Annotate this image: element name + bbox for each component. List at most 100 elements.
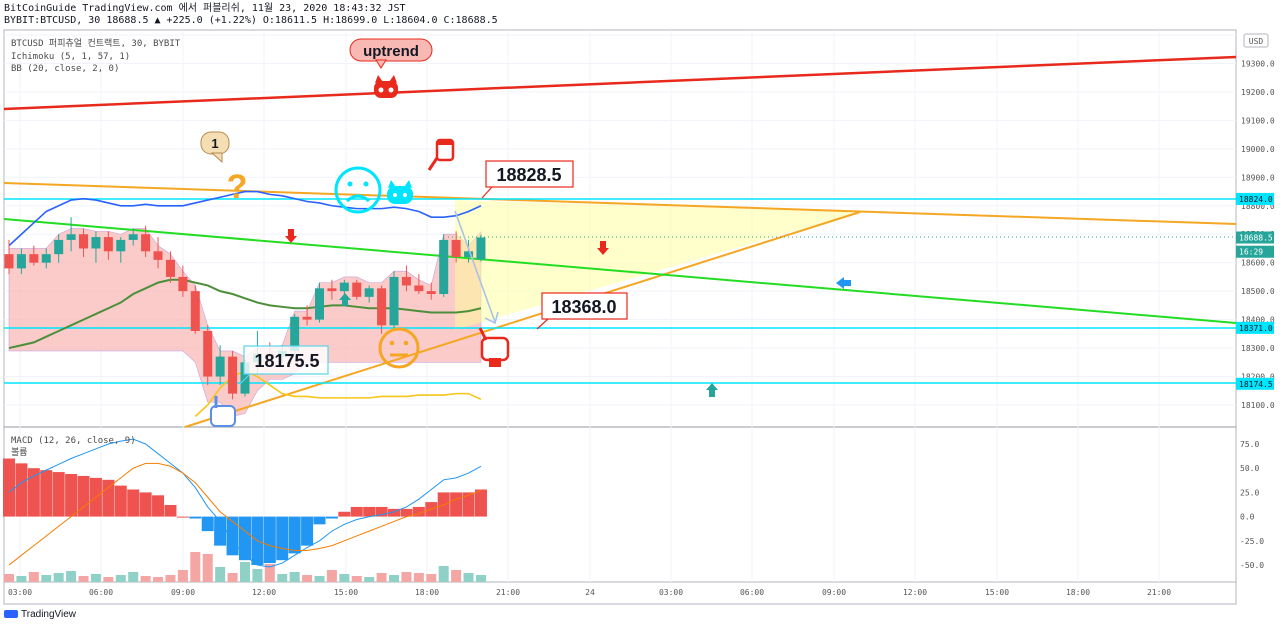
volume-bar [364,577,375,582]
macd-hist-bar [350,506,363,517]
volume-bar [115,575,126,582]
volume-bar [351,576,362,582]
time-tick-label: 03:00 [659,588,683,597]
macd-hist-bar [400,508,413,517]
volume-bar [326,570,337,582]
macd-tick-label: -25.0 [1240,537,1264,546]
volume-bar [252,569,263,582]
candle-body [79,234,89,249]
time-tick-label: 12:00 [252,588,276,597]
green-trend-line [3,218,1237,324]
volume-legend: 볼륨 [11,447,28,458]
price-badges: 18824.0 18688.5 16:29 18371.0 18174.5 [1236,192,1274,390]
macd-hist-bar [65,474,78,517]
time-tick-label: 09:00 [822,588,846,597]
price-tick-label: 18800.0 [1241,202,1275,211]
candle-body [439,239,449,294]
tradingview-footer[interactable]: TradingView [4,609,76,620]
candle-body [215,356,225,377]
candle-body [203,331,213,377]
macd-hist-bar [338,511,351,517]
price-tick-label: 19000.0 [1241,145,1275,154]
volume-bar [4,574,14,582]
candle-body [389,276,399,326]
hand-pointer-bottom-icon [478,327,510,367]
currency-label: USD [1249,37,1264,46]
volume-bar [140,576,151,582]
label-18368: 18368.0 [536,292,628,330]
projection-arrow-head [484,311,499,325]
candle-body [240,362,250,394]
price-axis: 19300.0 19200.0 19100.0 19000.0 18900.0 18800… [1241,59,1275,410]
macd-hist-bar [462,492,475,517]
volume-bar [103,577,114,582]
price-tick-label: 19100.0 [1241,116,1275,125]
bb-legend: BB (20, close, 2, 0) [11,64,119,74]
candle-body [228,356,238,394]
macd-hist-bar [189,516,202,519]
macd-hist-bar [412,506,425,517]
volume-bar [475,575,486,582]
candle-body [54,239,64,255]
time-tick-label: 18:00 [415,588,439,597]
macd-hist-bar [226,516,239,556]
candle-body [165,259,175,277]
candle-body [426,291,436,294]
macd-tick-label: 25.0 [1240,488,1259,497]
macd-hist-bar [201,516,214,532]
price-badge-label: 18688.5 [1239,234,1273,243]
price-tick-label: 18100.0 [1241,401,1275,410]
macd-tick-label: 75.0 [1240,440,1259,449]
macd-hist-bar [52,472,65,517]
macd-axis: 75.0 50.0 25.0 0.0 -25.0 -50.0 [1240,440,1264,570]
volume-bar [53,573,64,582]
candle-body [178,276,188,292]
macd-hist-bar [77,475,90,517]
macd-hist-bar [450,492,463,517]
svg-text:uptrend: uptrend [363,43,419,60]
macd-hist-bar [139,492,152,517]
sad-face-icon [334,166,382,214]
macd-histogram [3,458,487,565]
bollinger-mid [8,278,482,350]
volume-bar [413,573,424,582]
candle-body [327,288,337,292]
macd-hist-bar [152,495,165,517]
macd-hist-bar [363,506,376,517]
candle-body [401,276,411,286]
macd-hist-bar [301,516,314,546]
time-tick-label: 12:00 [903,588,927,597]
volume-bar [426,574,437,582]
macd-hist-bar [214,516,227,546]
currency-badge [1243,33,1269,48]
candle-body [16,254,26,269]
volume-bar [302,575,313,582]
price-badge-label: 18824.0 [1239,195,1273,204]
tradingview-logo-icon [4,610,18,619]
candle-body [302,316,312,320]
uptrend-callout: uptrend [349,38,433,69]
price-badge-label: 18371.0 [1239,324,1273,333]
macd-hist-bar [102,479,115,517]
publish-info: BitCoinGuide TradingView.com 에서 퍼블리쉬, 11… [4,3,406,14]
candle-body [364,288,374,297]
price-badge-label: 16:29 [1239,248,1263,257]
candle-body [290,316,300,351]
volume-bar [227,573,238,582]
volume-bar [289,572,300,582]
candle-body [4,254,14,269]
macd-hist-bar [127,489,140,517]
time-tick-label: 15:00 [334,588,358,597]
macd-line [8,438,482,568]
volume-bar [463,573,474,582]
time-tick-label: 06:00 [89,588,113,597]
candle-body [91,237,101,249]
candle-body [153,251,163,260]
question-mark: ? [227,168,248,206]
bollinger-upper [8,190,482,247]
down-arrow-marker-2 [597,241,609,255]
macd-hist-bar [176,516,189,518]
price-tick-label: 18900.0 [1241,173,1275,182]
price-badge [1236,231,1274,244]
